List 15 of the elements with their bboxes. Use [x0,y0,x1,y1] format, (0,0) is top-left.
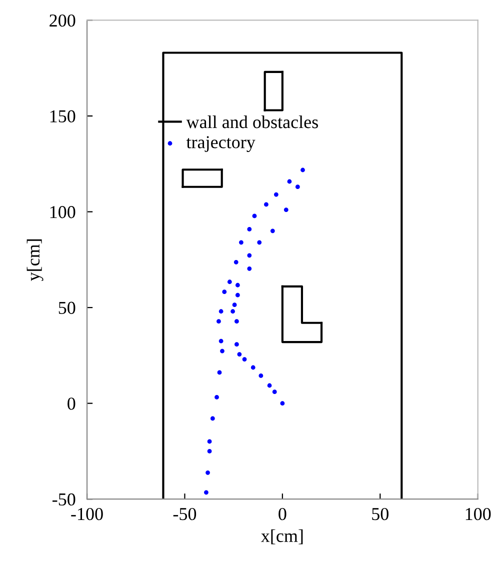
y-axis-title: y[cm] [26,239,44,281]
x-tick-label: 50 [372,508,388,520]
legend-label: trajectory [186,136,256,152]
x-tick-label: -50 [173,508,196,520]
y-tick-label: -50 [52,493,76,506]
y-tick-label: 100 [50,206,76,218]
x-axis-title: x[cm] [261,529,303,544]
y-tick-label: 150 [50,110,76,122]
legend-label: wall and obstacles [186,116,318,128]
y-tick-label: 200 [50,14,76,27]
y-tick-label: 50 [58,302,76,314]
x-tick-label: 100 [466,508,491,520]
x-tick-label: 0 [278,508,286,520]
y-tick-label: 0 [68,398,76,410]
x-tick-label: -100 [71,508,103,520]
